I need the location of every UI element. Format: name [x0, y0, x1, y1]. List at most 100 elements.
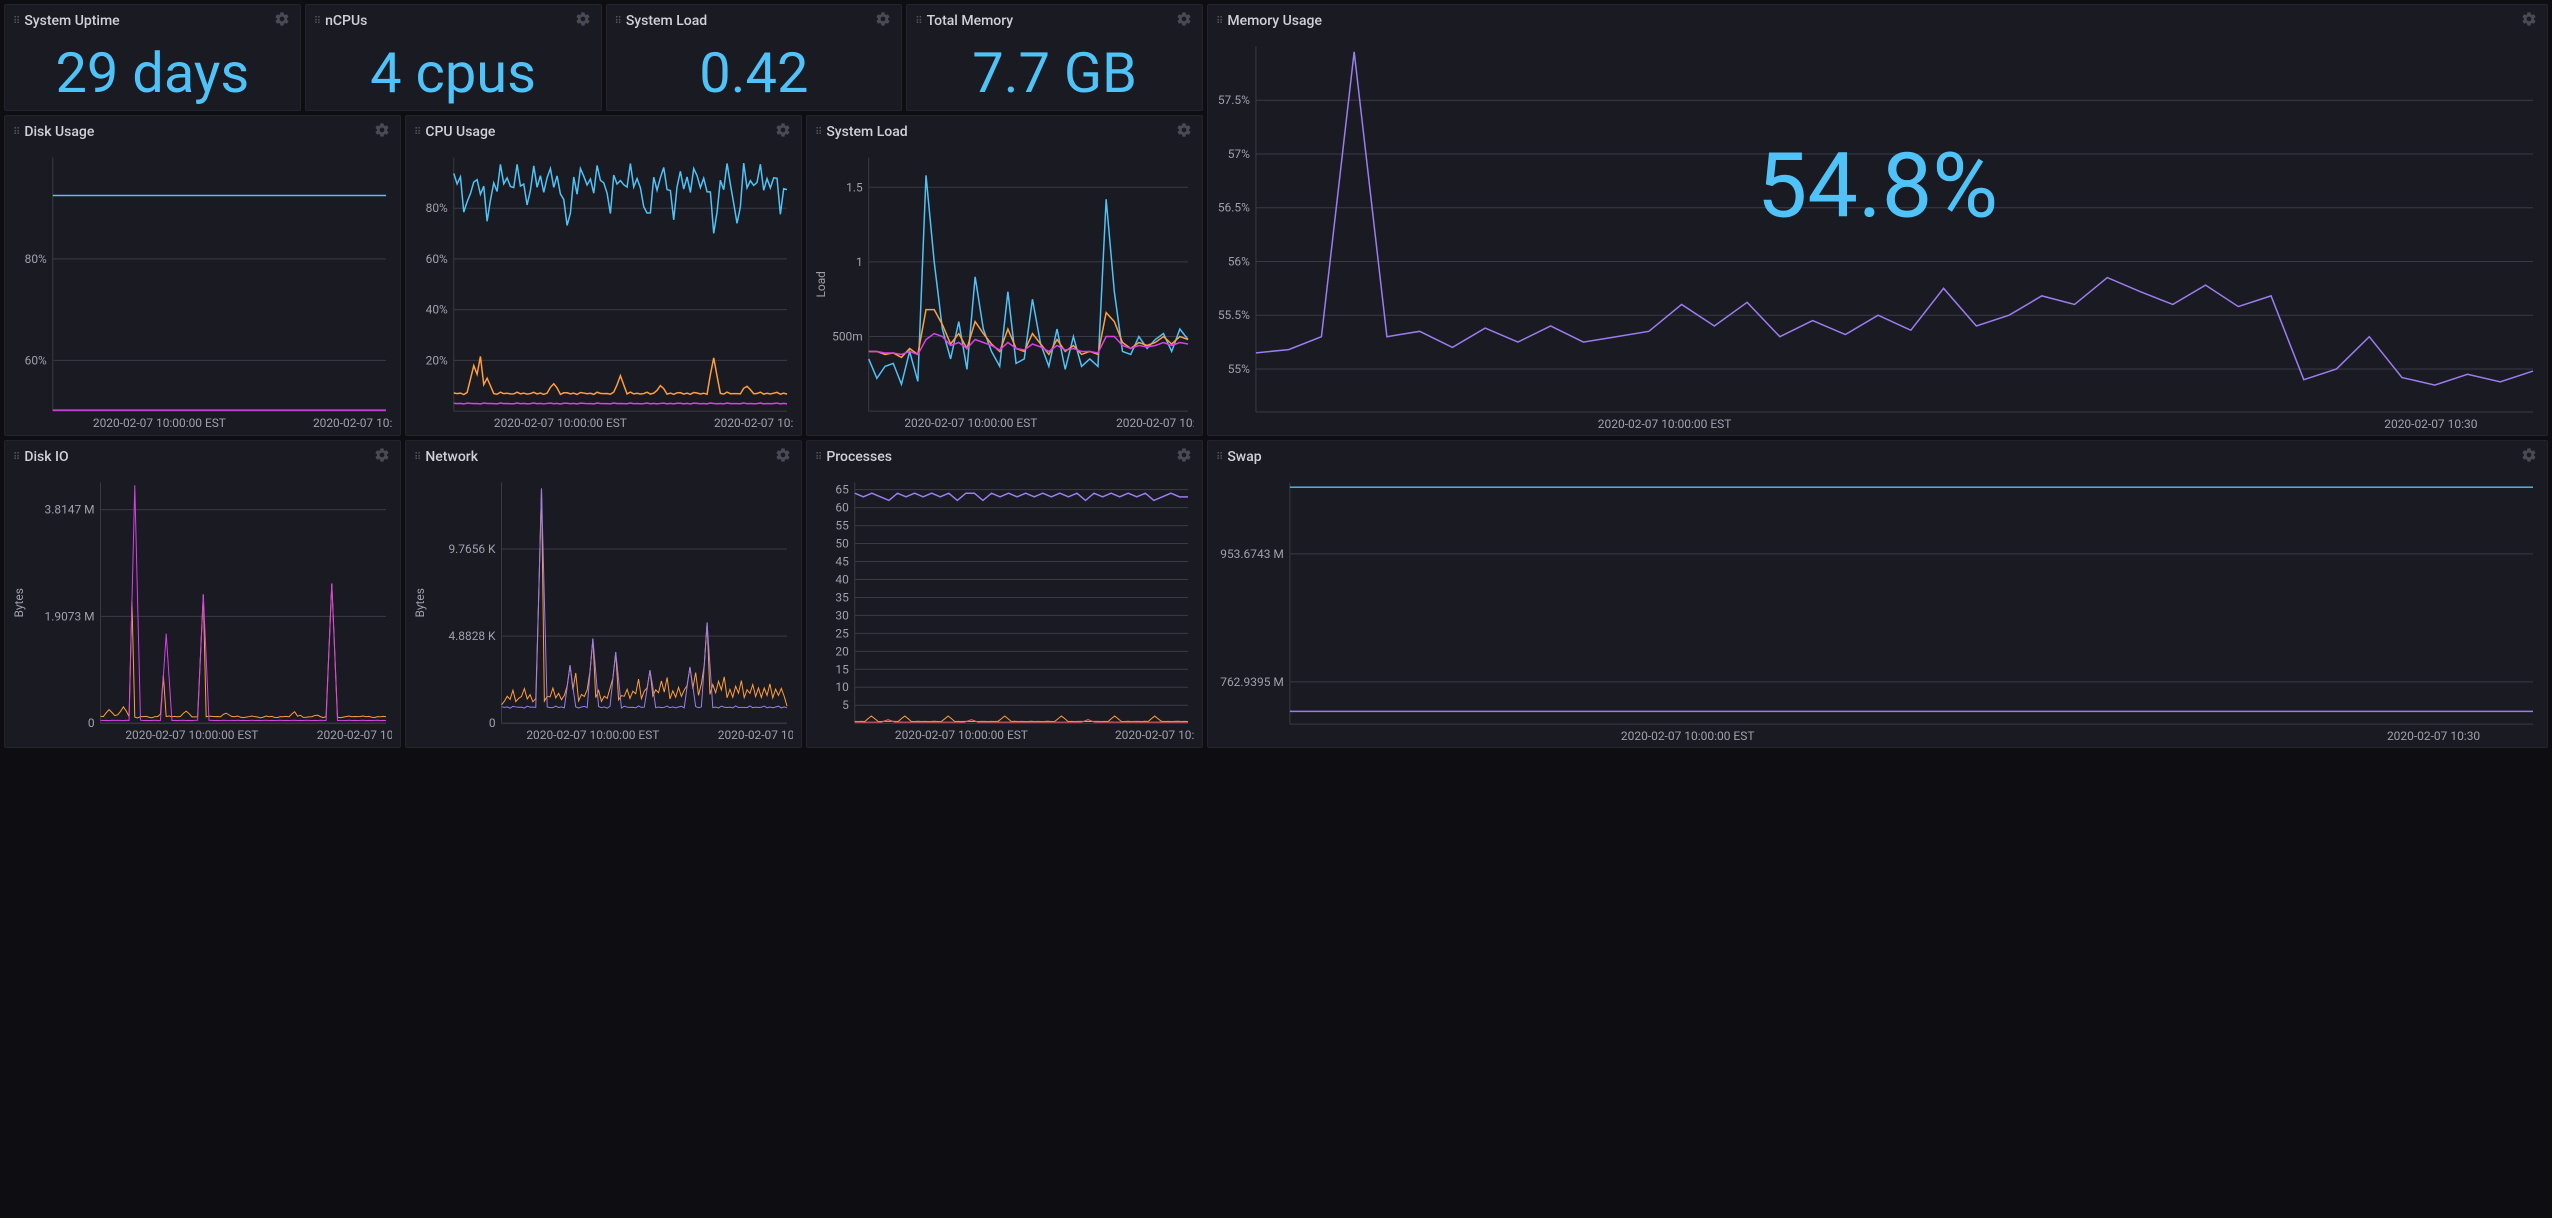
panel-title: Swap — [1227, 449, 1261, 465]
svg-text:60: 60 — [835, 501, 849, 515]
svg-text:50: 50 — [835, 537, 849, 551]
panel-total-memory: ⠿ Total Memory 7.7 GB — [906, 4, 1203, 111]
svg-text:25: 25 — [835, 626, 849, 640]
svg-text:762.9395 M: 762.9395 M — [1220, 675, 1284, 689]
stat-value: 7.7 GB — [907, 35, 1202, 110]
drag-grip-icon[interactable]: ⠿ — [314, 16, 319, 27]
chart-body[interactable]: 51015202530354045505560652020-02-07 10:0… — [807, 471, 1202, 748]
panel-title: Processes — [826, 449, 892, 465]
chart-body[interactable]: 762.9395 M953.6743 M2020-02-07 10:00:00 … — [1208, 471, 2547, 748]
chart-body[interactable]: 60%80%2020-02-07 10:00:00 EST2020-02-07 … — [5, 146, 400, 436]
gear-icon[interactable] — [2521, 11, 2537, 31]
svg-text:0: 0 — [489, 716, 496, 730]
chart-svg: 762.9395 M953.6743 M2020-02-07 10:00:00 … — [1212, 475, 2539, 746]
chart-svg: 500m11.52020-02-07 10:00:00 EST2020-02-0… — [811, 150, 1194, 433]
chart-body[interactable]: 0 4.8828 K 9.7656 K 2020-02-07 10:00:00 EST… — [406, 471, 801, 748]
gear-icon[interactable] — [274, 11, 290, 31]
gear-icon[interactable] — [775, 447, 791, 467]
svg-text:56%: 56% — [1228, 254, 1250, 268]
panel-disk-usage: ⠿ Disk Usage 60%80%2020-02-07 10:00:00 E… — [4, 115, 401, 436]
stat-value: 0.42 — [607, 35, 902, 110]
svg-text:2020-02-07 10:00:00 EST: 2020-02-07 10:00:00 EST — [125, 728, 258, 742]
svg-text:Load: Load — [814, 271, 828, 297]
svg-text:2020-02-07 10:30: 2020-02-07 10:30 — [2387, 729, 2480, 743]
svg-text:57%: 57% — [1228, 147, 1250, 161]
stat-value: 4 cpus — [306, 35, 601, 110]
svg-text:2020-02-07 10:00:00 EST: 2020-02-07 10:00:00 EST — [93, 416, 226, 430]
svg-text:3.8147 M: 3.8147 M — [45, 503, 95, 517]
drag-grip-icon[interactable]: ⠿ — [414, 452, 419, 463]
chart-svg: 0 4.8828 K 9.7656 K 2020-02-07 10:00:00 EST… — [410, 475, 793, 745]
drag-grip-icon[interactable]: ⠿ — [915, 16, 920, 27]
gear-icon[interactable] — [575, 11, 591, 31]
panel-title: Total Memory — [927, 13, 1014, 29]
svg-text:1.9073 M: 1.9073 M — [45, 609, 95, 623]
svg-text:2020-02-07 10:30: 2020-02-07 10:30 — [313, 416, 392, 430]
stat-value: 29 days — [5, 35, 300, 110]
panel-title: CPU Usage — [425, 124, 495, 140]
chart-body[interactable]: 55%55.5%56%56.5%57%57.5%2020-02-07 10:00… — [1208, 35, 2547, 436]
svg-text:2020-02-07 10:30: 2020-02-07 10:30 — [718, 728, 793, 742]
svg-text:2020-02-07 10:00:00 EST: 2020-02-07 10:00:00 EST — [904, 416, 1037, 430]
panel-title: Disk IO — [24, 449, 68, 465]
svg-text:2020-02-07 10:00:00 EST: 2020-02-07 10:00:00 EST — [494, 416, 627, 430]
panel-system-load: ⠿ System Load 500m11.52020-02-07 10:00:0… — [806, 115, 1203, 436]
svg-text:2020-02-07 10:30: 2020-02-07 10:30 — [2384, 417, 2477, 431]
svg-text:9.7656 K: 9.7656 K — [448, 542, 496, 556]
drag-grip-icon[interactable]: ⠿ — [13, 16, 18, 27]
svg-text:60%: 60% — [426, 252, 448, 266]
gear-icon[interactable] — [1176, 11, 1192, 31]
panel-title: System Load — [826, 124, 907, 140]
svg-text:40%: 40% — [426, 303, 448, 317]
svg-text:2020-02-07 10:30: 2020-02-07 10:30 — [1115, 728, 1194, 742]
svg-text:56.5%: 56.5% — [1218, 201, 1250, 215]
gear-icon[interactable] — [775, 122, 791, 142]
svg-text:500m: 500m — [832, 330, 863, 344]
svg-text:65: 65 — [835, 483, 849, 497]
panel-disk-io: ⠿ Disk IO 01.9073 M3.8147 M2020-02-07 10… — [4, 440, 401, 748]
svg-text:35: 35 — [835, 590, 849, 604]
svg-text:2020-02-07 10:30: 2020-02-07 10:30 — [714, 416, 793, 430]
chart-body[interactable]: 01.9073 M3.8147 M2020-02-07 10:00:00 EST… — [5, 471, 400, 748]
chart-body[interactable]: 500m11.52020-02-07 10:00:00 EST2020-02-0… — [807, 146, 1202, 436]
gear-icon[interactable] — [1176, 122, 1192, 142]
gear-icon[interactable] — [2521, 447, 2537, 467]
drag-grip-icon[interactable]: ⠿ — [414, 127, 419, 138]
chart-svg: 01.9073 M3.8147 M2020-02-07 10:00:00 EST… — [9, 475, 392, 745]
drag-grip-icon[interactable]: ⠿ — [1216, 16, 1221, 27]
chart-body[interactable]: 20% 40% 60% 80% 2020-02-07 10:00:00 EST 2020-… — [406, 146, 801, 436]
panel-cpu-usage: ⠿ CPU Usage 20% 40% 60% 80% 2020-02-07 10:00… — [405, 115, 802, 436]
svg-text:55%: 55% — [1228, 362, 1250, 376]
chart-svg: 51015202530354045505560652020-02-07 10:0… — [811, 475, 1194, 745]
svg-text:20%: 20% — [426, 353, 448, 367]
gear-icon[interactable] — [374, 122, 390, 142]
dashboard-grid: ⠿ System Uptime 29 days ⠿ nCPUs 4 cpus ⠿… — [0, 0, 2552, 1218]
svg-text:2020-02-07 10:00:00 EST: 2020-02-07 10:00:00 EST — [526, 728, 659, 742]
svg-text:2020-02-07 10:00:00 EST: 2020-02-07 10:00:00 EST — [1598, 417, 1732, 431]
svg-text:1: 1 — [856, 255, 863, 269]
svg-text:80%: 80% — [426, 201, 448, 215]
gear-icon[interactable] — [875, 11, 891, 31]
gear-icon[interactable] — [1176, 447, 1192, 467]
svg-text:60%: 60% — [25, 353, 47, 367]
panel-ncpus: ⠿ nCPUs 4 cpus — [305, 4, 602, 111]
panel-system-load: ⠿ System Load 0.42 — [606, 4, 903, 111]
drag-grip-icon[interactable]: ⠿ — [615, 16, 620, 27]
svg-text:2020-02-07 10:30: 2020-02-07 10:30 — [317, 728, 392, 742]
svg-text:57.5%: 57.5% — [1218, 93, 1250, 107]
panel-title: System Uptime — [24, 13, 119, 29]
svg-text:5: 5 — [842, 698, 849, 712]
panel-title: Network — [425, 449, 478, 465]
svg-text:4.8828 K: 4.8828 K — [448, 629, 496, 643]
svg-text:2020-02-07 10:00:00 EST: 2020-02-07 10:00:00 EST — [1621, 729, 1755, 743]
drag-grip-icon[interactable]: ⠿ — [13, 127, 18, 138]
drag-grip-icon[interactable]: ⠿ — [13, 452, 18, 463]
svg-text:45: 45 — [835, 554, 849, 568]
drag-grip-icon[interactable]: ⠿ — [1216, 452, 1221, 463]
svg-text:10: 10 — [835, 680, 849, 694]
panel-memory-usage: ⠿ Memory Usage 55%55.5%56%56.5%57%57.5%2… — [1207, 4, 2548, 436]
drag-grip-icon[interactable]: ⠿ — [815, 452, 820, 463]
drag-grip-icon[interactable]: ⠿ — [815, 127, 820, 138]
gear-icon[interactable] — [374, 447, 390, 467]
panel-title: Memory Usage — [1227, 13, 1322, 29]
